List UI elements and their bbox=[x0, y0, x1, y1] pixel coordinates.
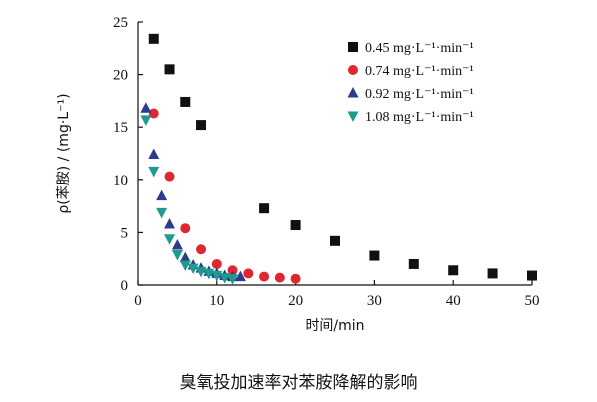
data-point bbox=[164, 217, 176, 229]
legend-label: 1.08 mg·L⁻¹·min⁻¹ bbox=[365, 110, 474, 125]
data-point bbox=[164, 234, 176, 245]
data-point bbox=[259, 271, 270, 282]
y-tick-label: 25 bbox=[113, 15, 128, 31]
y-tick-label: 15 bbox=[113, 120, 128, 136]
data-point bbox=[179, 251, 191, 263]
series-layer bbox=[140, 33, 537, 285]
legend-marker bbox=[347, 87, 359, 98]
data-point bbox=[156, 207, 168, 219]
data-point bbox=[408, 258, 419, 269]
data-point bbox=[140, 115, 152, 126]
data-point bbox=[148, 148, 160, 160]
data-point bbox=[274, 272, 285, 283]
data-point bbox=[156, 189, 168, 201]
x-tick-label: 40 bbox=[446, 293, 461, 309]
data-point bbox=[211, 258, 222, 269]
legend-marker bbox=[348, 65, 358, 75]
legend-item: 0.45 mg·L⁻¹·min⁻¹ bbox=[348, 41, 474, 56]
legend-item: 0.74 mg·L⁻¹·min⁻¹ bbox=[348, 64, 474, 79]
legend-item: 0.92 mg·L⁻¹·min⁻¹ bbox=[347, 87, 474, 102]
data-point bbox=[330, 235, 340, 246]
x-axis-title: 时间/min bbox=[305, 318, 364, 334]
y-tick-label: 10 bbox=[113, 173, 128, 189]
data-point bbox=[369, 250, 380, 261]
data-point bbox=[219, 273, 231, 284]
data-point bbox=[171, 249, 183, 261]
data-point bbox=[290, 273, 301, 284]
series-2 bbox=[148, 108, 301, 284]
data-point bbox=[164, 171, 175, 182]
data-point bbox=[164, 64, 175, 75]
data-point bbox=[148, 33, 159, 44]
data-point bbox=[487, 268, 498, 279]
y-tick-label: 5 bbox=[121, 225, 129, 241]
figure-caption: 臭氧投加速率对苯胺降解的影响 bbox=[179, 373, 418, 393]
series-3 bbox=[140, 102, 246, 282]
legend-label: 0.92 mg·L⁻¹·min⁻¹ bbox=[365, 87, 474, 102]
data-point bbox=[179, 260, 191, 272]
legend-marker bbox=[348, 42, 358, 52]
x-tick-label: 50 bbox=[525, 293, 540, 309]
y-ticks: 0 5 10 15 20 25 bbox=[113, 15, 143, 294]
x-tick-label: 30 bbox=[367, 293, 382, 309]
x-tick-label: 0 bbox=[134, 293, 142, 309]
data-point bbox=[259, 203, 270, 214]
x-ticks: 0 10 20 30 40 50 bbox=[134, 280, 540, 309]
data-point bbox=[243, 268, 254, 279]
data-point bbox=[148, 108, 159, 119]
data-point bbox=[148, 166, 160, 178]
data-point bbox=[234, 270, 246, 282]
legend-label: 0.45 mg·L⁻¹·min⁻¹ bbox=[365, 41, 474, 56]
plot-area: 0 10 20 30 40 50 0 5 10 15 20 25 bbox=[113, 15, 540, 309]
data-point bbox=[527, 270, 537, 281]
data-point bbox=[140, 102, 152, 113]
data-point bbox=[227, 265, 238, 276]
x-tick-label: 20 bbox=[288, 293, 303, 309]
data-point bbox=[196, 244, 207, 255]
data-point bbox=[196, 120, 207, 131]
legend-item: 1.08 mg·L⁻¹·min⁻¹ bbox=[347, 110, 474, 125]
data-point bbox=[180, 96, 191, 107]
data-point bbox=[187, 263, 199, 275]
legend: 0.45 mg·L⁻¹·min⁻¹ 0.74 mg·L⁻¹·min⁻¹ 0.92 m… bbox=[347, 41, 474, 125]
data-point bbox=[227, 274, 239, 285]
y-tick-label: 0 bbox=[121, 278, 129, 294]
legend-marker bbox=[347, 111, 359, 122]
series-1 bbox=[148, 33, 537, 281]
data-point bbox=[171, 239, 183, 250]
x-tick-label: 10 bbox=[209, 293, 224, 309]
data-point bbox=[290, 220, 301, 231]
series-4 bbox=[140, 115, 239, 285]
data-point bbox=[448, 265, 459, 276]
legend-label: 0.74 mg·L⁻¹·min⁻¹ bbox=[365, 64, 474, 79]
data-point bbox=[180, 223, 191, 234]
y-tick-label: 20 bbox=[113, 68, 128, 84]
y-axis-title: ρ(苯胺) / (mg·L⁻¹) bbox=[55, 93, 72, 213]
